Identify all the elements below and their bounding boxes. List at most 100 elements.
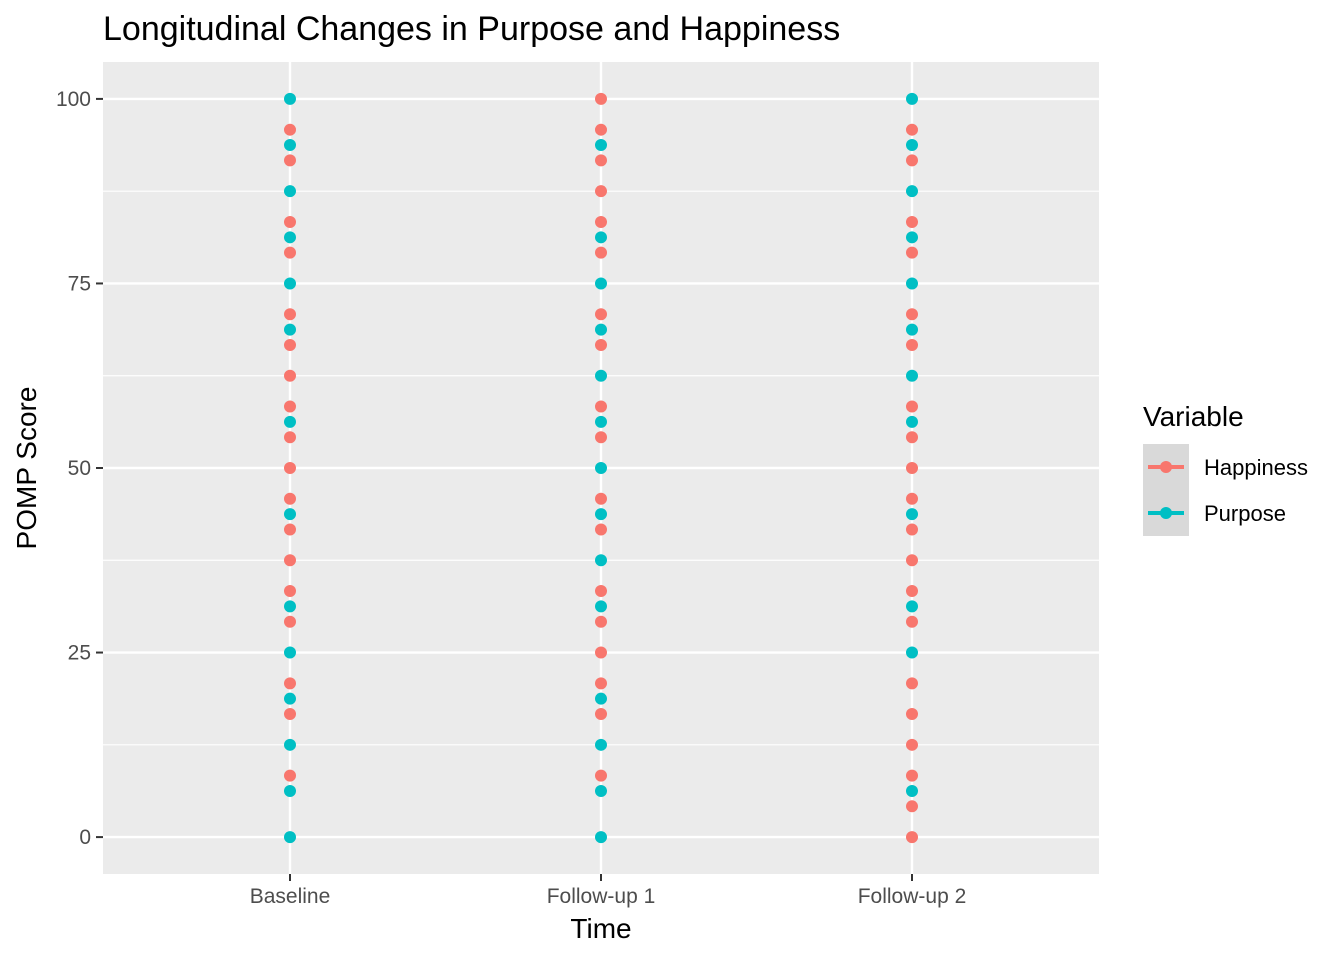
data-point xyxy=(906,277,918,290)
y-tick-label: 25 xyxy=(68,642,91,665)
data-point xyxy=(595,615,607,628)
data-point xyxy=(906,246,918,259)
data-point xyxy=(595,431,607,444)
data-point xyxy=(284,646,296,659)
data-point xyxy=(595,492,607,505)
data-point xyxy=(595,215,607,228)
legend-items: Happiness Purpose xyxy=(1143,444,1308,536)
data-point xyxy=(906,708,918,721)
data-point xyxy=(284,277,296,290)
data-point xyxy=(906,831,918,844)
data-point xyxy=(595,185,607,198)
data-point xyxy=(284,323,296,336)
data-point xyxy=(595,692,607,705)
data-point xyxy=(284,431,296,444)
data-point xyxy=(284,231,296,244)
data-point xyxy=(595,92,607,105)
data-point xyxy=(906,492,918,505)
data-point xyxy=(906,585,918,598)
data-point xyxy=(595,769,607,782)
data-point xyxy=(284,508,296,521)
data-points xyxy=(284,92,918,844)
y-axis-title: POMP Score xyxy=(11,387,42,550)
data-point xyxy=(906,123,918,136)
data-point xyxy=(284,308,296,321)
data-point xyxy=(906,508,918,521)
data-point xyxy=(906,92,918,105)
data-point xyxy=(284,123,296,136)
data-point xyxy=(284,415,296,428)
data-point xyxy=(284,369,296,382)
data-point xyxy=(595,415,607,428)
data-point xyxy=(906,431,918,444)
legend: Variable Happiness Purpose xyxy=(1143,401,1308,536)
legend-key-point xyxy=(1160,461,1172,473)
data-point xyxy=(595,585,607,598)
data-point xyxy=(284,784,296,797)
data-point xyxy=(906,308,918,321)
chart-title: Longitudinal Changes in Purpose and Happ… xyxy=(103,10,840,48)
data-point xyxy=(284,215,296,228)
data-point xyxy=(906,231,918,244)
data-point xyxy=(906,784,918,797)
y-tick-label: 0 xyxy=(79,826,91,849)
data-point xyxy=(284,831,296,844)
data-point xyxy=(595,600,607,613)
data-point xyxy=(284,246,296,259)
y-tick-label: 100 xyxy=(56,88,91,111)
data-point xyxy=(595,400,607,413)
legend-title: Variable xyxy=(1143,401,1244,432)
data-point xyxy=(906,554,918,567)
data-point xyxy=(906,738,918,751)
legend-label: Happiness xyxy=(1204,455,1308,480)
x-axis: Baseline Follow-up 1 Follow-up 2 xyxy=(250,874,966,908)
data-point xyxy=(906,615,918,628)
data-point xyxy=(906,323,918,336)
data-point xyxy=(284,338,296,351)
data-point xyxy=(595,784,607,797)
data-point xyxy=(595,462,607,474)
data-point xyxy=(284,738,296,751)
x-tick-label: Baseline xyxy=(250,885,331,908)
data-point xyxy=(595,738,607,751)
data-point xyxy=(284,554,296,567)
data-point xyxy=(595,508,607,521)
data-point xyxy=(906,646,918,659)
data-point xyxy=(906,139,918,152)
data-point xyxy=(595,139,607,152)
data-point xyxy=(595,677,607,690)
data-point xyxy=(595,154,607,167)
data-point xyxy=(906,523,918,536)
data-point xyxy=(284,139,296,152)
data-point xyxy=(906,600,918,613)
x-axis-title: Time xyxy=(570,913,631,944)
data-point xyxy=(906,769,918,782)
data-point xyxy=(284,523,296,536)
series-purpose xyxy=(284,92,918,844)
y-tick-label: 50 xyxy=(68,457,91,480)
data-point xyxy=(595,231,607,244)
legend-label: Purpose xyxy=(1204,501,1286,526)
data-point xyxy=(595,831,607,844)
x-tick-label: Follow-up 1 xyxy=(547,885,656,908)
series-happiness xyxy=(284,92,918,844)
data-point xyxy=(284,185,296,198)
data-point xyxy=(595,123,607,136)
data-point xyxy=(595,277,607,290)
data-point xyxy=(284,462,296,474)
data-point xyxy=(906,800,918,813)
data-point xyxy=(284,692,296,705)
data-point xyxy=(906,338,918,351)
data-point xyxy=(595,554,607,567)
data-point xyxy=(595,338,607,351)
data-point xyxy=(906,462,918,474)
y-axis: 0 25 50 75 100 xyxy=(56,88,103,849)
data-point xyxy=(595,246,607,259)
data-point xyxy=(595,308,607,321)
data-point xyxy=(906,415,918,428)
data-point xyxy=(284,400,296,413)
data-point xyxy=(284,600,296,613)
data-point xyxy=(906,677,918,690)
data-point xyxy=(595,369,607,382)
